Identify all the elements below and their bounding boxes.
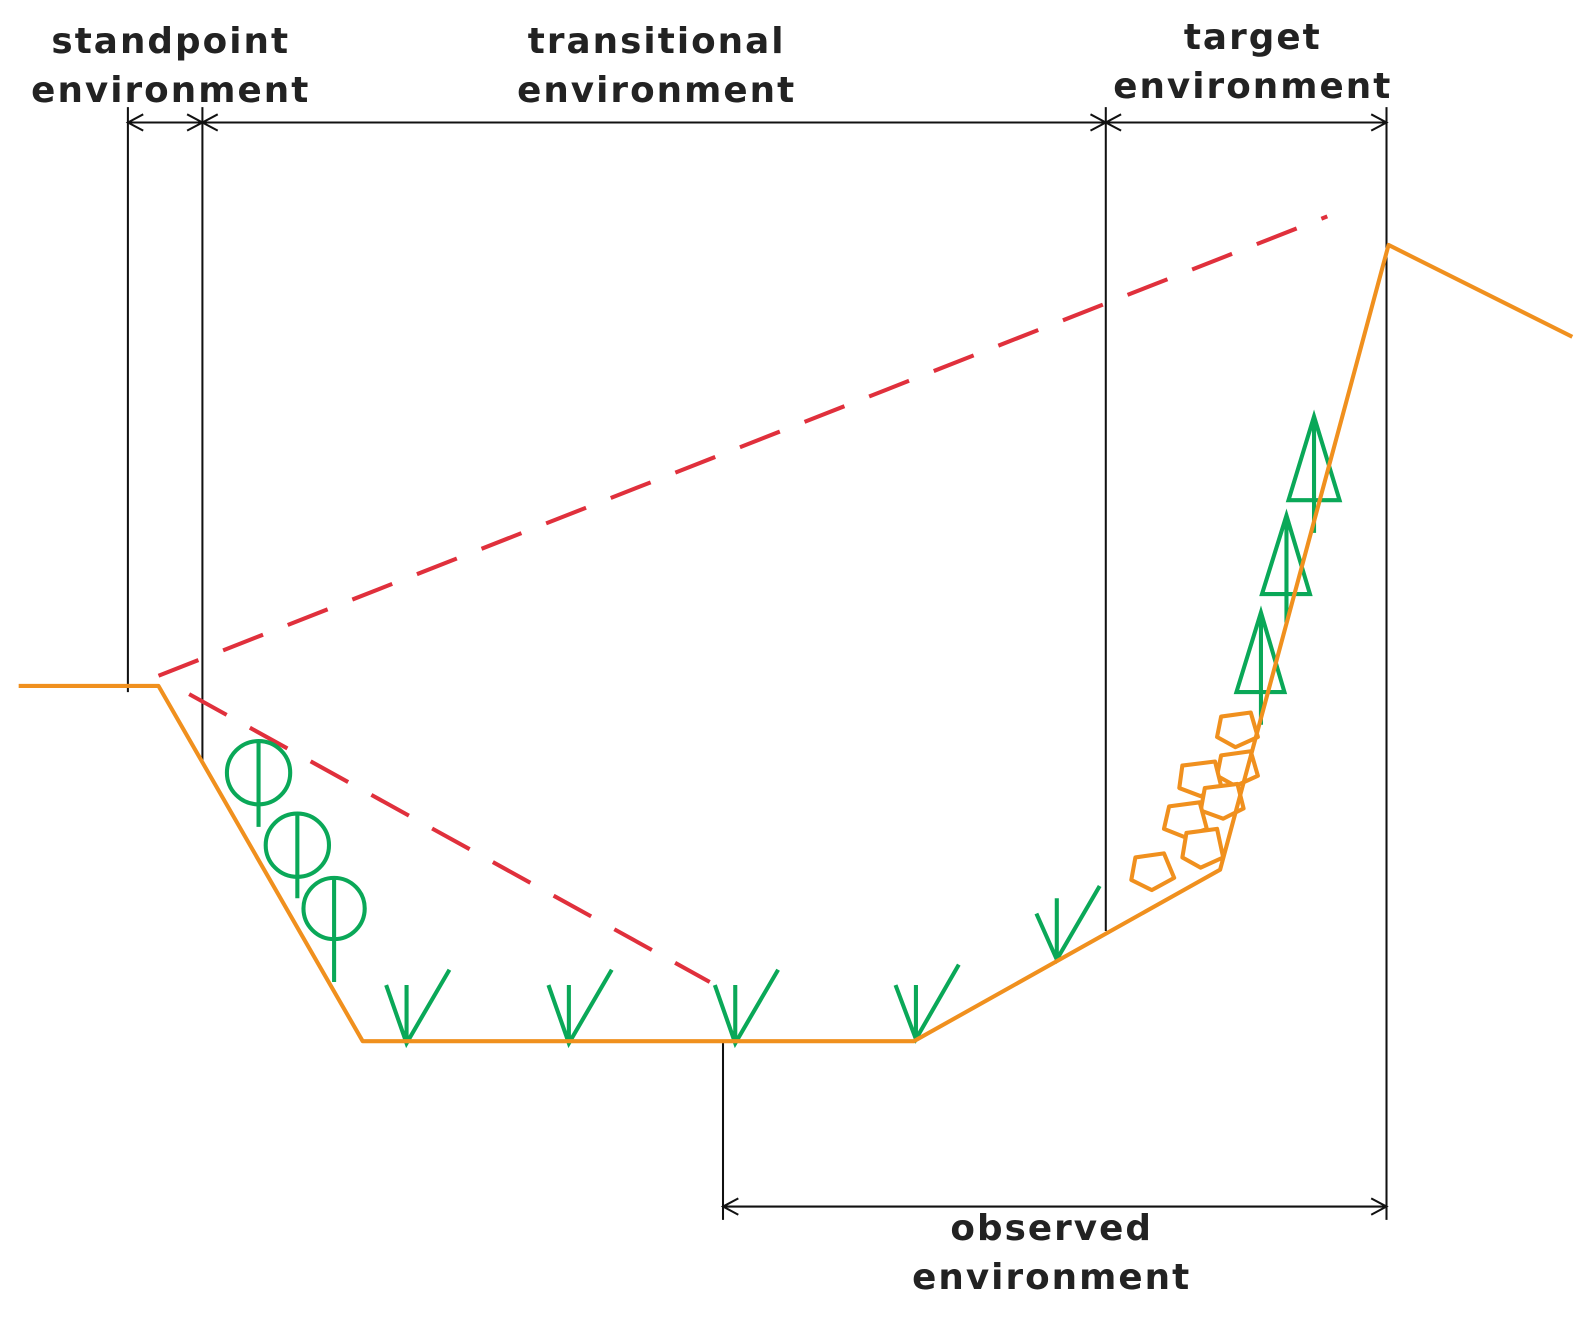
label: standpoint (51, 21, 290, 62)
label: environment (912, 1257, 1191, 1298)
deciduous-trees (224, 739, 367, 982)
dimension-lines (125, 107, 1389, 1220)
label: environment (31, 70, 310, 111)
terrain-profile (18, 242, 1574, 1044)
conifers (1233, 409, 1343, 725)
label: environment (517, 70, 796, 111)
label: observed (950, 1208, 1153, 1249)
sight-lines (157, 214, 1329, 984)
label: environment (1113, 66, 1392, 107)
grass (384, 884, 1102, 1049)
rocks (1129, 710, 1260, 893)
label: transitional (528, 21, 786, 62)
label: target (1184, 17, 1322, 58)
